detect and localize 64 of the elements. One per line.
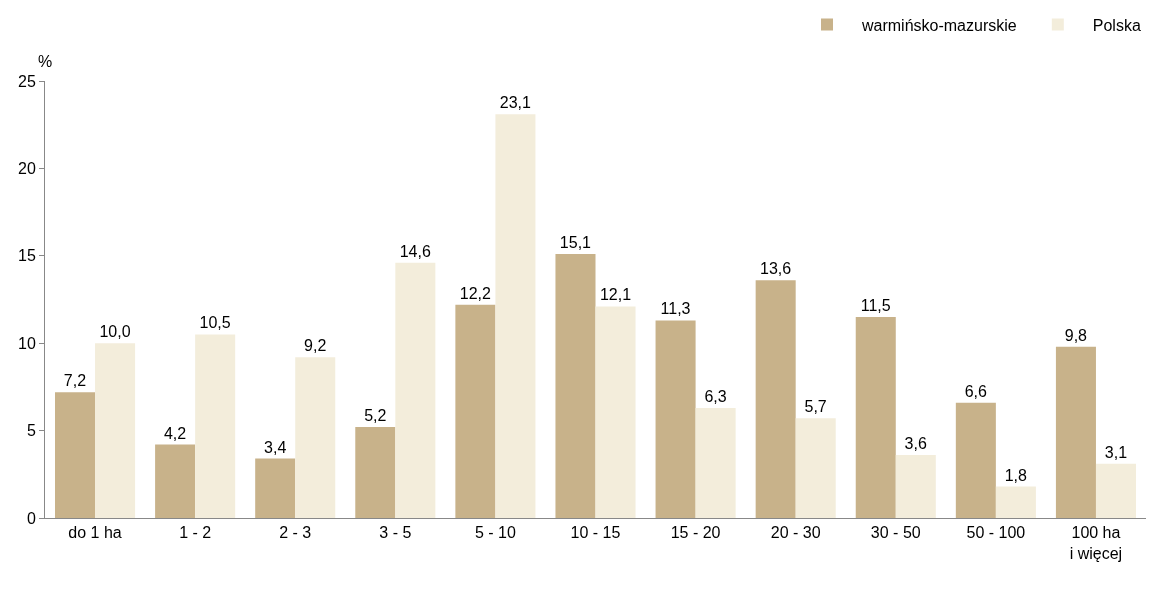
data-label: 9,2 xyxy=(304,337,327,355)
data-label: 10,0 xyxy=(99,323,131,341)
data-label: 3,6 xyxy=(904,435,927,453)
y-tick-label: 25 xyxy=(18,72,36,90)
data-label: 3,1 xyxy=(1104,443,1128,461)
data-label: 3,4 xyxy=(264,438,287,456)
data-label: 7,2 xyxy=(63,372,87,390)
data-label: 14,6 xyxy=(399,242,431,260)
bar xyxy=(195,334,236,518)
x-tick-label: 1 - 2 xyxy=(179,524,212,542)
bar xyxy=(655,320,696,518)
data-label: 12,2 xyxy=(459,284,492,302)
bar xyxy=(95,343,136,518)
bar xyxy=(555,254,596,518)
x-tick-label: 15 - 20 xyxy=(670,524,721,542)
data-label: 23,1 xyxy=(499,94,532,112)
bar xyxy=(595,306,636,518)
y-tick-label: 0 xyxy=(26,509,36,527)
bar xyxy=(695,407,736,518)
y-tick-label: 10 xyxy=(18,334,36,352)
x-tick-label: 30 - 50 xyxy=(870,524,921,542)
bar xyxy=(895,455,936,518)
y-tick-label: 5 xyxy=(26,422,36,440)
bar xyxy=(255,458,296,518)
x-tick-label: 100 ha i więcej xyxy=(1069,524,1123,562)
bar xyxy=(995,486,1036,518)
bar xyxy=(395,262,436,518)
bar xyxy=(355,427,396,518)
x-tick-label: 50 - 100 xyxy=(966,524,1026,542)
data-label: 12,1 xyxy=(599,286,632,304)
bar xyxy=(755,280,796,518)
data-label: 1,8 xyxy=(1004,466,1028,484)
data-label: 15,1 xyxy=(559,234,592,252)
x-tick-label: do 1 ha xyxy=(68,524,122,542)
data-label: 13,6 xyxy=(760,260,792,278)
bar xyxy=(1055,346,1096,518)
data-label: 5,7 xyxy=(804,398,827,416)
data-label: 6,3 xyxy=(704,387,727,405)
y-tick-label: 20 xyxy=(18,160,36,177)
bar xyxy=(1095,463,1136,518)
bar xyxy=(955,402,996,518)
data-label: 5,2 xyxy=(364,407,387,425)
y-axis-title: % xyxy=(38,53,53,70)
bar xyxy=(495,114,536,518)
data-label: 11,3 xyxy=(660,300,691,318)
data-label: 4,2 xyxy=(163,424,187,442)
bar xyxy=(855,316,896,518)
data-label: 10,5 xyxy=(199,314,231,332)
legend-label: Polska xyxy=(1092,16,1141,34)
x-tick-label: 2 - 3 xyxy=(279,524,312,542)
x-tick-label: 3 - 5 xyxy=(379,524,412,542)
data-label: 9,8 xyxy=(1064,326,1088,344)
bar xyxy=(455,304,496,518)
legend-label: warmińsko-mazurskie xyxy=(861,16,1017,34)
x-tick-label: 10 - 15 xyxy=(570,524,621,542)
bar xyxy=(55,392,96,518)
data-label: 11,5 xyxy=(860,296,891,314)
x-tick-label: 20 - 30 xyxy=(770,524,821,542)
bar xyxy=(295,357,336,518)
y-tick-label: 15 xyxy=(18,247,36,265)
bar xyxy=(795,418,836,518)
x-tick-label: 5 - 10 xyxy=(474,524,516,542)
bar xyxy=(155,444,196,518)
data-label: 6,6 xyxy=(964,382,988,400)
